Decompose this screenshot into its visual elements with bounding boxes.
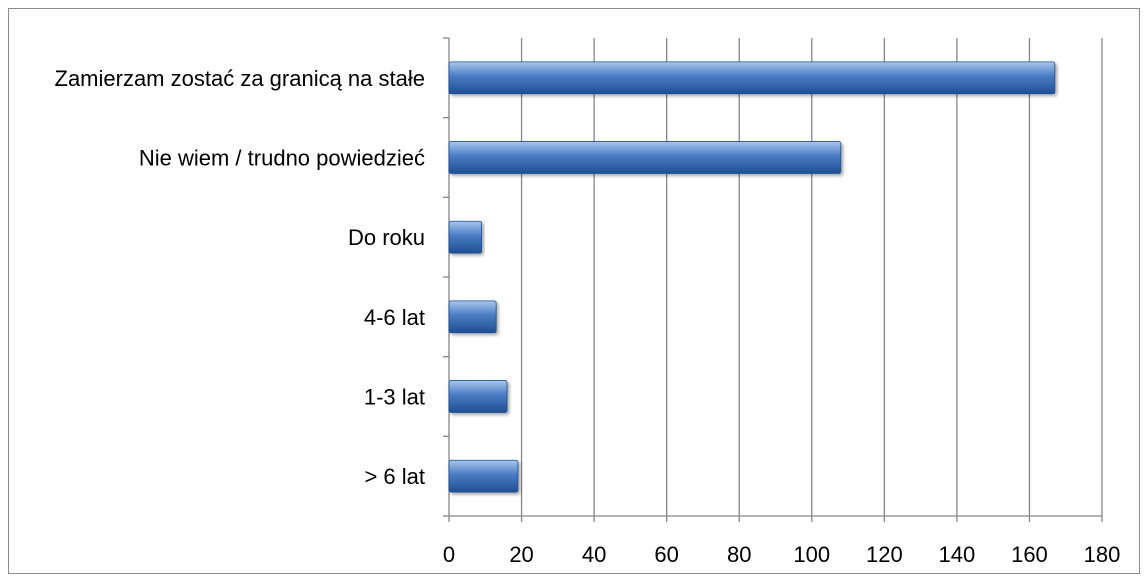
chart-frame [8,8,1140,574]
bar-2 [448,141,842,174]
labels: 0 20 40 60 80 100 120 140 160 180 Zamierzam zostać… [55,66,1121,567]
x-tick-label: 80 [727,542,751,567]
category-label: 1-3 lat [364,385,425,410]
category-label: Do roku [348,225,425,250]
category-label: Nie wiem / trudno powiedzieć [139,146,425,171]
axes [443,37,1103,522]
bar-1 [448,61,1056,95]
bar-4 [448,300,497,334]
x-tick-label: 160 [1011,542,1048,567]
x-tick-label: 40 [582,542,606,567]
x-tick-label: 100 [793,542,830,567]
x-tick-label: 180 [1084,542,1121,567]
category-label: 4-6 lat [364,305,425,330]
bars [448,61,1056,493]
bar-6 [448,459,519,493]
x-tick-label: 20 [509,542,533,567]
x-tick-label: 140 [939,542,976,567]
bar-3 [448,220,483,254]
bar-5 [448,380,508,413]
category-label: Zamierzam zostać za granicą na stałe [55,66,426,91]
x-tick-label: 60 [654,542,678,567]
category-label: > 6 lat [364,464,425,489]
x-tick-label: 0 [443,542,455,567]
x-tick-label: 120 [866,542,903,567]
gridlines [520,38,1103,516]
